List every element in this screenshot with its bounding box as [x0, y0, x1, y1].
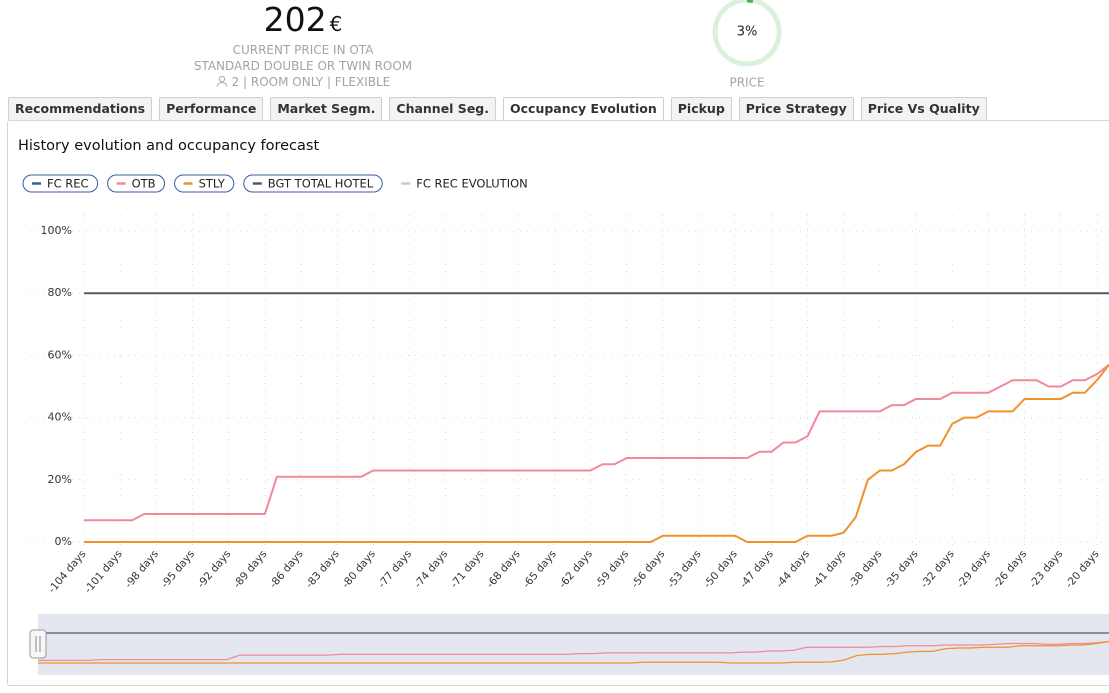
x-tick-label: -83 days	[304, 548, 342, 590]
tab[interactable]: Price Strategy	[738, 97, 854, 120]
gauge-track	[712, 0, 782, 67]
x-tick-label: -62 days	[557, 548, 595, 590]
x-tick-label: -92 days	[195, 548, 233, 590]
legend-label: OTB	[132, 177, 156, 191]
chart-title: History evolution and occupancy forecast	[18, 138, 319, 154]
room-details: 2 | ROOM ONLY | FLEXIBLE	[153, 75, 453, 89]
x-tick-label: -32 days	[919, 548, 957, 590]
legend-item[interactable]: BGT TOTAL HOTEL	[243, 174, 383, 193]
x-tick-label: -74 days	[412, 548, 450, 590]
chart-panel	[7, 120, 1109, 686]
price-value: 202	[263, 0, 327, 39]
gauge-label: 3%	[737, 25, 758, 40]
series-line	[84, 364, 1109, 543]
legend-pill	[243, 174, 383, 193]
y-tick-label: 20%	[48, 473, 72, 486]
x-tick-label: -77 days	[376, 548, 414, 590]
person-icon	[216, 75, 227, 87]
legend-label: STLY	[199, 177, 226, 191]
price-caption: CURRENT PRICE IN OTA	[232, 43, 374, 57]
tab[interactable]: Price Vs Quality	[860, 97, 987, 120]
x-tick-label: -56 days	[629, 548, 667, 590]
y-tick-label: 0%	[55, 535, 72, 548]
y-tick-label: 40%	[48, 411, 72, 424]
tab[interactable]: Pickup	[670, 97, 732, 120]
x-tick-label: -59 days	[593, 548, 631, 590]
tab[interactable]: Performance	[159, 97, 264, 120]
chart: History evolution and occupancy forecast…	[18, 138, 1109, 675]
tab[interactable]: Market Segm.	[270, 97, 383, 120]
x-tick-label: -47 days	[738, 548, 776, 590]
legend-label: BGT TOTAL HOTEL	[268, 177, 374, 191]
tab[interactable]: Channel Seg.	[389, 97, 496, 120]
x-tick-label: -71 days	[448, 548, 486, 590]
gauge-title: PRICE	[729, 76, 764, 90]
navigator-handle[interactable]	[29, 629, 47, 659]
x-tick-label: -29 days	[955, 548, 993, 590]
x-tick-label: -98 days	[123, 548, 161, 590]
x-tick-label: -44 days	[774, 548, 812, 590]
x-tick-label: -53 days	[665, 548, 703, 590]
x-tick-label: -23 days	[1027, 548, 1065, 590]
x-tick-label: -38 days	[846, 548, 884, 590]
x-tick-label: -50 days	[701, 548, 739, 590]
legend-pill	[174, 174, 235, 193]
room-type: STANDARD DOUBLE OR TWIN ROOM	[193, 59, 413, 73]
tab-bar: Recommendations Performance Market Segm. Ch…	[8, 97, 987, 121]
x-tick-label: -86 days	[267, 548, 305, 590]
y-tick-label: 80%	[48, 286, 72, 299]
gauge: 3% PRICE	[712, 0, 782, 90]
x-tick-label: -65 days	[521, 548, 559, 590]
legend-item[interactable]: OTB	[107, 174, 166, 193]
legend-label: FC REC	[47, 177, 89, 191]
currency: €	[329, 12, 343, 36]
x-tick-label: -95 days	[159, 548, 197, 590]
x-tick-label: -26 days	[991, 548, 1029, 590]
details-text: 2 | ROOM ONLY | FLEXIBLE	[231, 75, 391, 89]
x-tick-label: -20 days	[1063, 548, 1101, 590]
x-tick-label: -68 days	[484, 548, 522, 590]
legend-pill	[22, 174, 99, 193]
gauge-arc	[746, 0, 754, 4]
legend-item[interactable]: FC REC EVOLUTION	[401, 177, 528, 191]
x-tick-label: -101 days	[82, 548, 125, 596]
x-tick-label: -89 days	[231, 548, 269, 590]
y-tick-label: 100%	[41, 224, 72, 237]
y-tick-label: 60%	[48, 348, 72, 361]
x-tick-label: -80 days	[340, 548, 378, 590]
series-line	[84, 363, 1109, 522]
navigator	[38, 614, 1109, 675]
navigator-line	[38, 641, 1109, 661]
x-tick-label: -35 days	[882, 548, 920, 590]
legend-pill	[107, 174, 166, 193]
legend-item[interactable]: STLY	[174, 174, 235, 193]
x-tick-label: -41 days	[810, 548, 848, 590]
legend-item[interactable]: FC REC	[22, 174, 99, 193]
tab[interactable]: Recommendations	[8, 97, 153, 120]
price: 202 €	[153, 0, 453, 39]
legend-label: FC REC EVOLUTION	[416, 177, 528, 191]
navigator-line	[38, 641, 1109, 664]
tab[interactable]: Occupancy Evolution	[503, 97, 664, 121]
